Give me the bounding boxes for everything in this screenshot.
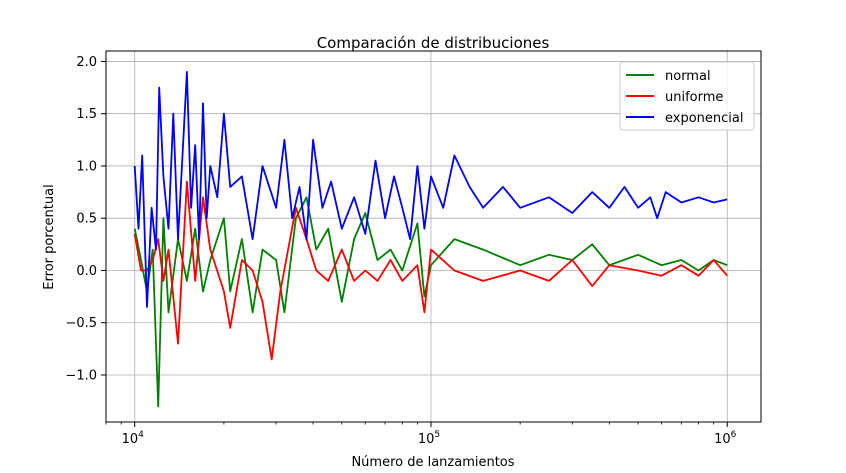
x-tick-label: 104 [122, 430, 145, 447]
legend-label-uniforme: uniforme [665, 90, 723, 105]
x-tick-label: 105 [418, 430, 440, 447]
series-line-exponencial [133, 71, 728, 308]
y-tick-label: −1.0 [65, 368, 97, 383]
y-tick-label: 1.5 [76, 107, 97, 122]
series-line-normal [133, 196, 728, 408]
x-axis-ticks: 104 105 106 [105, 422, 737, 447]
series-lines [133, 71, 728, 408]
legend-label-exponencial: exponencial [665, 111, 743, 126]
plot-frame [105, 50, 762, 423]
y-tick-label: 0.5 [76, 212, 97, 227]
legend: normal uniforme exponencial [619, 61, 755, 131]
y-axis-ticks: −1.0 −0.5 0.0 0.5 1.0 1.5 2.0 [65, 55, 106, 383]
x-axis-label: Número de lanzamientos [351, 455, 514, 470]
series-line-uniforme [133, 180, 728, 361]
y-axis-label: Error porcentual [42, 184, 57, 289]
legend-box [619, 61, 755, 131]
y-tick-label: −0.5 [65, 316, 97, 331]
x-tick-label: 106 [714, 430, 737, 447]
y-tick-label: 0.0 [76, 264, 97, 279]
y-tick-label: 1.0 [76, 159, 97, 174]
legend-items: normal uniforme exponencial [626, 69, 743, 126]
y-tick-label: 2.0 [76, 55, 97, 70]
chart-title: Comparación de distribuciones [317, 34, 550, 52]
legend-label-normal: normal [665, 69, 711, 84]
